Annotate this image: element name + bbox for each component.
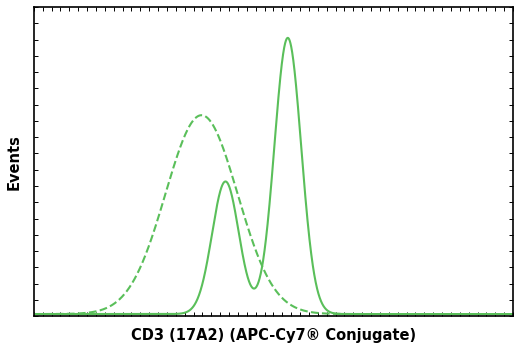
X-axis label: CD3 (17A2) (APC-Cy7® Conjugate): CD3 (17A2) (APC-Cy7® Conjugate) [131, 328, 416, 343]
Y-axis label: Events: Events [7, 134, 22, 190]
